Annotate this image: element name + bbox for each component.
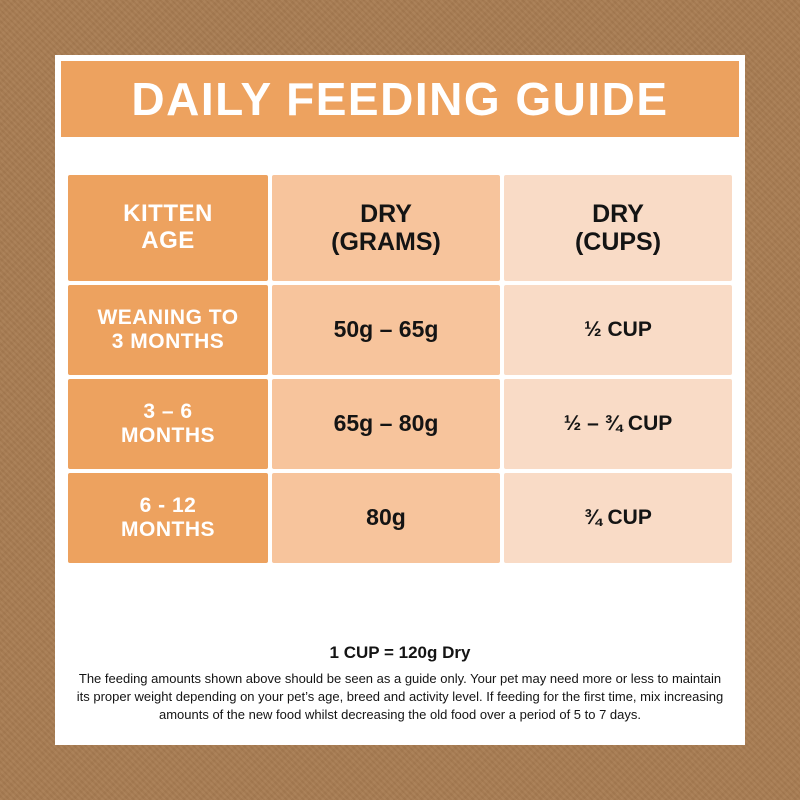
cell-age-weaning-3-months: WEANING TO 3 MONTHS — [68, 285, 268, 375]
col-header-kitten-age: KITTEN AGE — [68, 175, 268, 281]
feeding-disclaimer: The feeding amounts shown above should b… — [76, 671, 724, 722]
cell-cups-row-3: ¾ CUP — [504, 473, 732, 563]
footer-notes: 1 CUP = 120g Dry The feeding amounts sho… — [55, 643, 745, 724]
col-header-dry-grams: DRY (GRAMS) — [272, 175, 500, 281]
col-header-dry-cups: DRY (CUPS) — [504, 175, 732, 281]
guide-title: DAILY FEEDING GUIDE — [131, 73, 669, 125]
cell-grams-row-2: 65g – 80g — [272, 379, 500, 469]
guide-title-banner: DAILY FEEDING GUIDE — [61, 61, 739, 137]
feeding-table: KITTEN AGE DRY (GRAMS) DRY (CUPS) WEANIN… — [68, 175, 732, 563]
cell-cups-row-1: ½ CUP — [504, 285, 732, 375]
cell-grams-row-3: 80g — [272, 473, 500, 563]
cell-cups-row-2: ½ – ¾ CUP — [504, 379, 732, 469]
feeding-guide-card: DAILY FEEDING GUIDE KITTEN AGE DRY (GRAM… — [55, 55, 745, 745]
cell-age-3-6-months: 3 – 6 MONTHS — [68, 379, 268, 469]
cell-age-6-12-months: 6 - 12 MONTHS — [68, 473, 268, 563]
cell-grams-row-1: 50g – 65g — [272, 285, 500, 375]
cup-conversion-note: 1 CUP = 120g Dry — [329, 643, 471, 662]
